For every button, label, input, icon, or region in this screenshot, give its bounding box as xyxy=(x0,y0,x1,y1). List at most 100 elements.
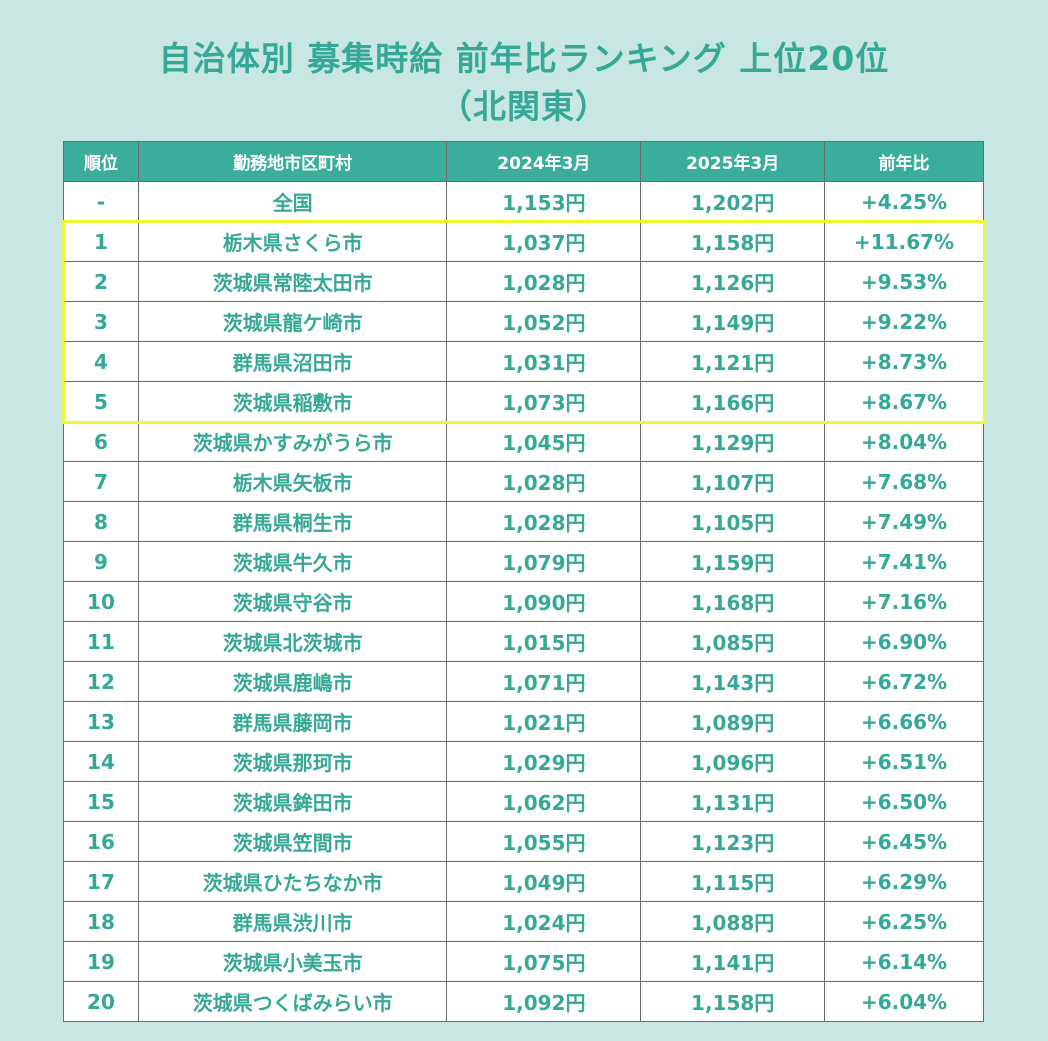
table-row: 11 茨城県北茨城市 1,015円 1,085円 +6.90% xyxy=(63,621,984,662)
cell-rank: 11 xyxy=(63,621,139,662)
cell-municipality: 群馬県沼田市 xyxy=(137,341,448,382)
cell-yoy-change: +6.72% xyxy=(824,661,984,702)
cell-yoy-change: +8.67% xyxy=(824,381,984,422)
cell-municipality: 栃木県さくら市 xyxy=(137,221,448,262)
cell-wage-2025-03: 1,105円 xyxy=(640,501,826,542)
cell-yoy-change: +9.22% xyxy=(824,301,984,342)
cell-municipality: 茨城県常陸太田市 xyxy=(137,261,448,302)
cell-rank: 3 xyxy=(63,301,139,342)
cell-wage-2024-03: 1,031円 xyxy=(446,341,642,382)
cell-municipality: 群馬県桐生市 xyxy=(137,501,448,542)
cell-wage-2024-03: 1,015円 xyxy=(446,621,642,662)
cell-wage-2025-03: 1,168円 xyxy=(640,581,826,622)
cell-rank: 10 xyxy=(63,581,139,622)
table-row: 2 茨城県常陸太田市 1,028円 1,126円 +9.53% xyxy=(63,261,984,302)
table-row: 1 栃木県さくら市 1,037円 1,158円 +11.67% xyxy=(63,221,984,262)
header-wage-2025-03: 2025年3月 xyxy=(640,141,826,182)
cell-wage-2024-03: 1,028円 xyxy=(446,261,642,302)
header-municipality: 勤務地市区町村 xyxy=(137,141,448,182)
cell-yoy-change: +6.90% xyxy=(824,621,984,662)
cell-wage-2025-03: 1,107円 xyxy=(640,461,826,502)
cell-wage-2025-03: 1,089円 xyxy=(640,701,826,742)
table-row: 20 茨城県つくばみらい市 1,092円 1,158円 +6.04% xyxy=(63,981,984,1022)
cell-municipality: 茨城県鹿嶋市 xyxy=(137,661,448,702)
cell-rank: 9 xyxy=(63,541,139,582)
cell-wage-2024-03: 1,079円 xyxy=(446,541,642,582)
cell-rank: 16 xyxy=(63,821,139,862)
cell-municipality: 群馬県藤岡市 xyxy=(137,701,448,742)
cell-wage-2025-03: 1,202円 xyxy=(640,181,826,222)
cell-yoy-change: +6.04% xyxy=(824,981,984,1022)
table-row: 14 茨城県那珂市 1,029円 1,096円 +6.51% xyxy=(63,741,984,782)
cell-wage-2024-03: 1,075円 xyxy=(446,941,642,982)
table-row: 16 茨城県笠間市 1,055円 1,123円 +6.45% xyxy=(63,821,984,862)
table-row: 10 茨城県守谷市 1,090円 1,168円 +7.16% xyxy=(63,581,984,622)
cell-yoy-change: +9.53% xyxy=(824,261,984,302)
cell-rank: 17 xyxy=(63,861,139,902)
cell-wage-2024-03: 1,049円 xyxy=(446,861,642,902)
cell-rank: 12 xyxy=(63,661,139,702)
cell-yoy-change: +11.67% xyxy=(824,221,984,262)
header-rank: 順位 xyxy=(63,141,139,182)
cell-rank: 6 xyxy=(63,421,139,462)
cell-yoy-change: +6.50% xyxy=(824,781,984,822)
cell-yoy-change: +4.25% xyxy=(824,181,984,222)
cell-rank: 8 xyxy=(63,501,139,542)
cell-yoy-change: +8.73% xyxy=(824,341,984,382)
table-row: 4 群馬県沼田市 1,031円 1,121円 +8.73% xyxy=(63,341,984,382)
cell-municipality: 栃木県矢板市 xyxy=(137,461,448,502)
table-row: 17 茨城県ひたちなか市 1,049円 1,115円 +6.29% xyxy=(63,861,984,902)
cell-wage-2024-03: 1,071円 xyxy=(446,661,642,702)
cell-wage-2025-03: 1,115円 xyxy=(640,861,826,902)
cell-wage-2024-03: 1,045円 xyxy=(446,421,642,462)
cell-rank: 20 xyxy=(63,981,139,1022)
cell-wage-2024-03: 1,153円 xyxy=(446,181,642,222)
cell-municipality: 茨城県牛久市 xyxy=(137,541,448,582)
table-row: 8 群馬県桐生市 1,028円 1,105円 +7.49% xyxy=(63,501,984,542)
cell-wage-2025-03: 1,159円 xyxy=(640,541,826,582)
cell-wage-2025-03: 1,096円 xyxy=(640,741,826,782)
cell-wage-2025-03: 1,166円 xyxy=(640,381,826,422)
table-row: 7 栃木県矢板市 1,028円 1,107円 +7.68% xyxy=(63,461,984,502)
cell-wage-2024-03: 1,029円 xyxy=(446,741,642,782)
cell-municipality: 全国 xyxy=(137,181,448,222)
cell-wage-2024-03: 1,052円 xyxy=(446,301,642,342)
cell-municipality: 茨城県小美玉市 xyxy=(137,941,448,982)
table-row: 6 茨城県かすみがうら市 1,045円 1,129円 +8.04% xyxy=(63,421,984,462)
cell-municipality: 茨城県那珂市 xyxy=(137,741,448,782)
table-row: 9 茨城県牛久市 1,079円 1,159円 +7.41% xyxy=(63,541,984,582)
cell-yoy-change: +8.04% xyxy=(824,421,984,462)
cell-yoy-change: +7.16% xyxy=(824,581,984,622)
cell-wage-2024-03: 1,090円 xyxy=(446,581,642,622)
cell-wage-2025-03: 1,123円 xyxy=(640,821,826,862)
cell-wage-2025-03: 1,126円 xyxy=(640,261,826,302)
cell-wage-2024-03: 1,028円 xyxy=(446,501,642,542)
cell-wage-2024-03: 1,073円 xyxy=(446,381,642,422)
cell-wage-2025-03: 1,088円 xyxy=(640,901,826,942)
cell-yoy-change: +6.66% xyxy=(824,701,984,742)
cell-wage-2024-03: 1,055円 xyxy=(446,821,642,862)
cell-rank: 18 xyxy=(63,901,139,942)
cell-rank: 13 xyxy=(63,701,139,742)
cell-municipality: 茨城県龍ケ崎市 xyxy=(137,301,448,342)
cell-wage-2025-03: 1,085円 xyxy=(640,621,826,662)
cell-rank: 14 xyxy=(63,741,139,782)
cell-municipality: 茨城県鉾田市 xyxy=(137,781,448,822)
cell-yoy-change: +6.45% xyxy=(824,821,984,862)
cell-wage-2024-03: 1,024円 xyxy=(446,901,642,942)
table-row: 19 茨城県小美玉市 1,075円 1,141円 +6.14% xyxy=(63,941,984,982)
cell-wage-2025-03: 1,143円 xyxy=(640,661,826,702)
cell-rank: 19 xyxy=(63,941,139,982)
cell-municipality: 茨城県笠間市 xyxy=(137,821,448,862)
cell-wage-2024-03: 1,062円 xyxy=(446,781,642,822)
cell-municipality: 茨城県かすみがうら市 xyxy=(137,421,448,462)
cell-wage-2025-03: 1,149円 xyxy=(640,301,826,342)
page-subtitle: （北関東） xyxy=(439,87,609,126)
cell-rank: 4 xyxy=(63,341,139,382)
cell-wage-2024-03: 1,092円 xyxy=(446,981,642,1022)
table-row: - 全国 1,153円 1,202円 +4.25% xyxy=(63,181,984,222)
cell-yoy-change: +7.49% xyxy=(824,501,984,542)
table-row: 13 群馬県藤岡市 1,021円 1,089円 +6.66% xyxy=(63,701,984,742)
cell-rank: 15 xyxy=(63,781,139,822)
cell-municipality: 茨城県ひたちなか市 xyxy=(137,861,448,902)
